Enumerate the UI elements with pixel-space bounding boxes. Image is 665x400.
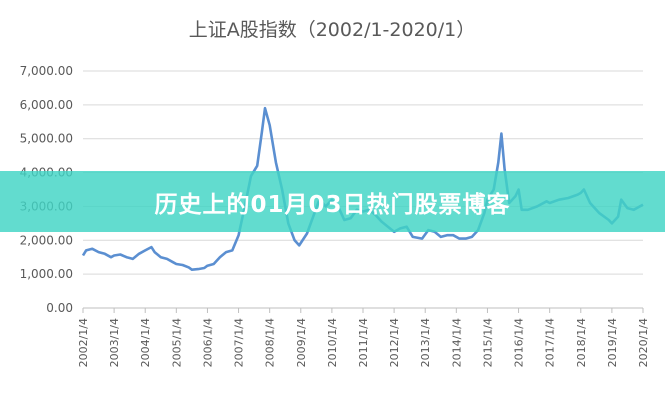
y-tick-label: 2,000.00: [20, 233, 73, 247]
x-tick-label: 2005/1/4: [170, 318, 183, 367]
x-tick-label: 2013/1/4: [419, 318, 432, 367]
y-tick-label: 1,000.00: [20, 267, 73, 281]
y-tick-label: 7,000.00: [20, 64, 73, 78]
x-tick-label: 2002/1/4: [77, 318, 90, 367]
banner-text: 历史上的01月03日热门股票博客: [154, 191, 511, 218]
x-tick-label: 2014/1/4: [450, 318, 463, 367]
x-tick-label: 2020/1/4: [637, 318, 650, 367]
x-tick-label: 2012/1/4: [388, 318, 401, 367]
x-tick-label: 2017/1/4: [544, 318, 557, 367]
banner: 历史上的01月03日热门股票博客: [0, 171, 665, 232]
x-tick-label: 2008/1/4: [264, 318, 277, 367]
y-tick-label: 0.00: [46, 301, 73, 315]
y-tick-label: 5,000.00: [20, 132, 73, 146]
x-tick-label: 2016/1/4: [513, 318, 526, 367]
x-tick-label: 2011/1/4: [357, 318, 370, 367]
x-axis-tick-labels: 2002/1/4 2003/1/4 2004/1/4 2005/1/4 2006/1/4…: [77, 318, 650, 367]
y-tick-label: 6,000.00: [20, 98, 73, 112]
x-tick-label: 2010/1/4: [326, 318, 339, 367]
chart-title: 上证A股指数（2002/1-2020/1）: [189, 19, 476, 41]
x-tick-label: 2018/1/4: [575, 318, 588, 367]
x-tick-label: 2006/1/4: [201, 318, 214, 367]
x-tick-label: 2009/1/4: [295, 318, 308, 367]
x-tick-label: 2019/1/4: [606, 318, 619, 367]
x-tick-label: 2003/1/4: [108, 318, 121, 367]
x-tick-label: 2015/1/4: [481, 318, 494, 367]
x-tick-label: 2004/1/4: [139, 318, 152, 367]
x-tick-label: 2007/1/4: [233, 318, 246, 367]
